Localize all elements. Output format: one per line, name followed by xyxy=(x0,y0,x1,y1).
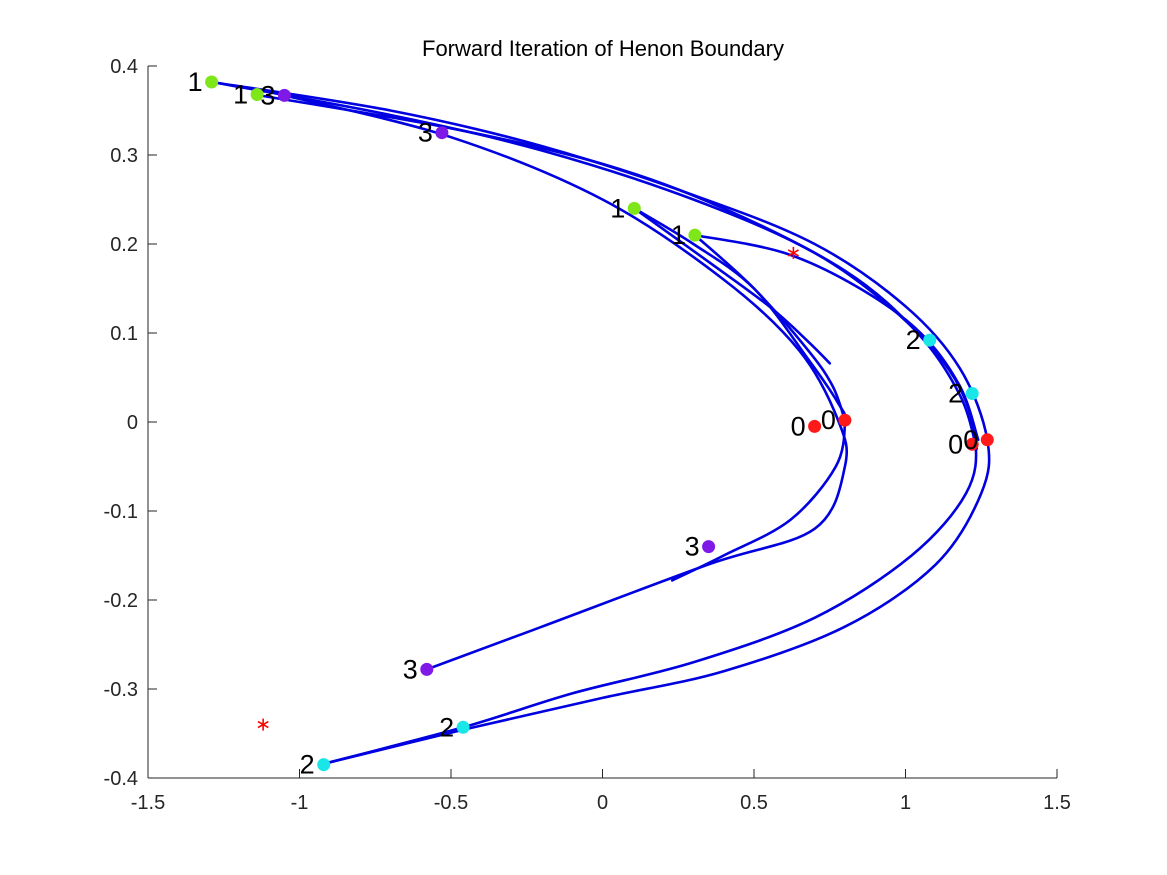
iteration-label-11: 2 xyxy=(439,712,454,742)
iteration-point-4 xyxy=(688,228,702,242)
iteration-label-10: 2 xyxy=(948,379,963,409)
x-tick-label: -1.5 xyxy=(131,792,165,814)
star-marker-1 xyxy=(787,246,799,259)
iteration-point-16 xyxy=(980,433,994,447)
iteration-point-13 xyxy=(808,419,822,433)
iteration-label-14: 0 xyxy=(821,405,836,435)
iteration-point-3 xyxy=(627,201,641,215)
iteration-point-2 xyxy=(250,88,264,101)
y-tick-label: 0 xyxy=(127,412,138,434)
iteration-label-12: 2 xyxy=(300,750,315,780)
boundary-curve-8 xyxy=(693,233,847,422)
iteration-label-15: 0 xyxy=(948,429,963,459)
iteration-label-8: 3 xyxy=(403,654,418,684)
iteration-label-9: 2 xyxy=(906,325,921,355)
iteration-point-12 xyxy=(317,758,331,772)
boundary-curve-7 xyxy=(693,233,980,442)
iteration-point-8 xyxy=(420,662,434,676)
x-tick-label: -0.5 xyxy=(434,792,468,814)
y-tick-label: 0.1 xyxy=(110,323,138,345)
iteration-label-1: 1 xyxy=(188,67,203,97)
y-tick-label: -0.4 xyxy=(104,768,138,790)
iteration-point-7 xyxy=(702,540,716,554)
y-axis-ticks: -0.4 -0.3 -0.2 -0.1 0 0.1 0.2 0.3 0.4 xyxy=(104,56,157,790)
x-tick-label: 0 xyxy=(597,792,608,814)
star-marker-2 xyxy=(257,718,269,731)
iteration-point-10 xyxy=(965,387,979,400)
y-tick-label: 0.2 xyxy=(110,234,138,256)
iteration-label-7: 3 xyxy=(685,532,700,562)
boundary-curve-1 xyxy=(210,80,991,766)
iteration-label-3: 1 xyxy=(610,193,625,223)
iteration-label-5: 3 xyxy=(260,80,275,110)
iteration-label-6: 3 xyxy=(418,118,433,148)
boundary-curve-6 xyxy=(633,207,832,365)
x-tick-label: -1 xyxy=(291,792,309,814)
boundary-curve-2 xyxy=(210,80,978,766)
x-tick-label: 0.5 xyxy=(740,792,768,814)
markers-layer xyxy=(205,75,994,772)
y-tick-label: -0.3 xyxy=(104,679,138,701)
iteration-point-6 xyxy=(435,126,449,140)
y-tick-label: -0.2 xyxy=(104,590,138,612)
y-tick-label: -0.1 xyxy=(104,501,138,523)
y-tick-label: 0.4 xyxy=(110,56,138,78)
boundary-curve-4 xyxy=(283,94,849,671)
iteration-label-4: 1 xyxy=(671,220,686,250)
iteration-point-5 xyxy=(277,88,291,102)
iteration-point-1 xyxy=(205,75,219,89)
x-tick-label: 1 xyxy=(900,792,911,814)
iteration-label-2: 1 xyxy=(233,80,248,110)
iteration-point-15 xyxy=(965,437,979,451)
iteration-label-16: 0 xyxy=(963,425,978,455)
iteration-point-11 xyxy=(456,720,470,734)
x-tick-label: 1.5 xyxy=(1043,792,1071,814)
iteration-point-14 xyxy=(838,413,852,427)
iteration-point-9 xyxy=(923,333,937,347)
iteration-label-13: 0 xyxy=(791,411,806,441)
y-tick-label: 0.3 xyxy=(110,145,138,167)
chart-title: Forward Iteration of Henon Boundary xyxy=(422,36,784,61)
x-axis-ticks: -1.5 -1 -0.5 0 0.5 1 1.5 xyxy=(131,769,1071,814)
